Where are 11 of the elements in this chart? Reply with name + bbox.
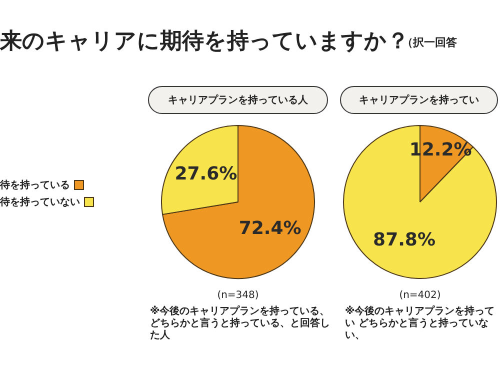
text: (n=402): [398, 290, 442, 301]
data-label: 27.6%: [174, 163, 238, 184]
data-label: 87.8%: [373, 230, 436, 251]
text: ※今後のキャリアプランを持っている、どちらかと言うと持っている、と回答した人: [150, 306, 330, 342]
legend-label: 待を持っていない: [0, 196, 80, 209]
legend-label: 待を持っている: [0, 178, 70, 192]
text: ※今後のキャリアプランを持ってい どちらかと言うと持っていない、: [345, 306, 496, 342]
text: キャリアプランを持っている人: [148, 86, 328, 114]
text: キャリアプランを持ってい: [340, 86, 498, 114]
text: (n=348): [216, 290, 260, 301]
data-label: 72.4%: [238, 218, 302, 239]
